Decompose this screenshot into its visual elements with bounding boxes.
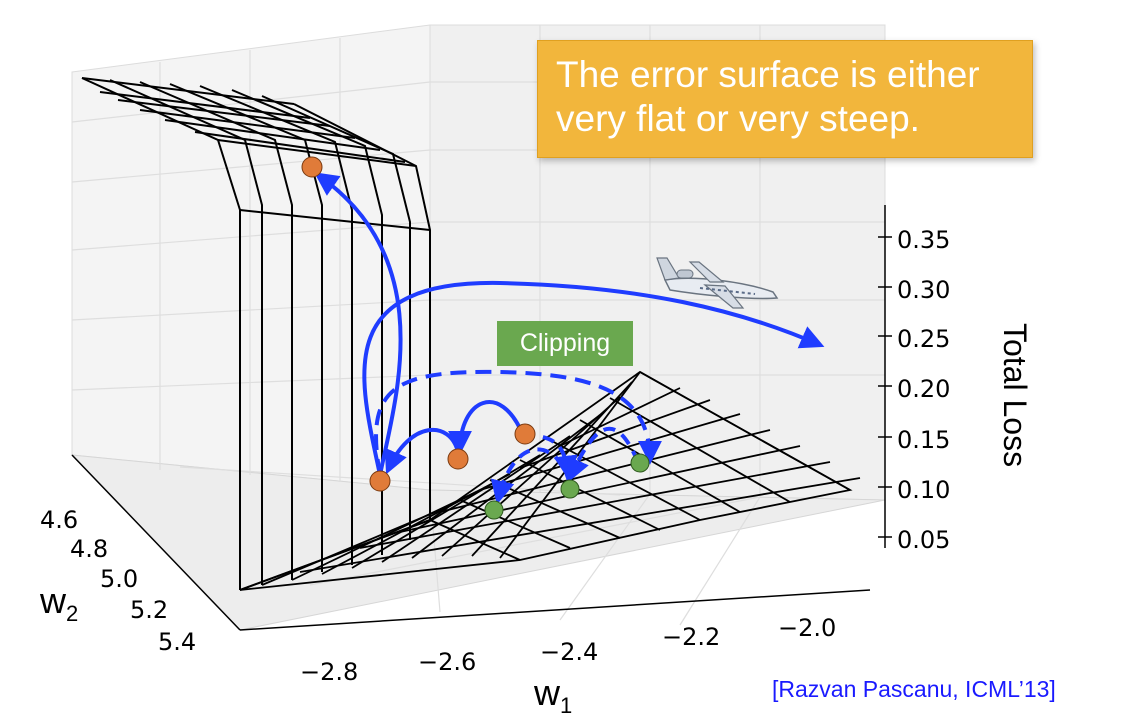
flat-surface [239, 370, 861, 591]
x-axis-label: w1 [534, 672, 572, 719]
clipping-badge: Clipping [497, 321, 633, 366]
orange-points [301, 156, 536, 492]
x-axis-label-sub: 1 [560, 693, 573, 719]
x-axis-label-main: w [534, 672, 560, 713]
airplane-icon [656, 257, 779, 309]
trajectory-arrows [314, 172, 825, 505]
z-tick-labels: 0.35 0.30 0.25 0.20 0.15 0.10 0.05 [897, 226, 950, 554]
y-axis-label-main: w [40, 580, 66, 621]
callout-line-1: The error surface is either [556, 54, 980, 95]
z-tick-marks [878, 236, 892, 538]
z-tick-label: 0.05 [897, 526, 950, 554]
y-axis-label: w2 [40, 580, 78, 627]
y-axis-label-sub: 2 [66, 601, 79, 627]
point-unclipped [369, 470, 391, 492]
x-tick-labels: −2.8 −2.6 −2.4 −2.2 −2.0 [300, 614, 836, 686]
y-tick-label: 4.8 [70, 535, 108, 563]
point-unclipped [447, 448, 469, 470]
y-tick-labels: 4.6 4.8 5.0 5.2 5.4 [40, 506, 196, 656]
z-tick-label: 0.25 [897, 325, 950, 353]
green-points [484, 453, 650, 520]
axes [71, 205, 886, 631]
y-tick-label: 4.6 [40, 506, 78, 534]
z-tick-label: 0.20 [897, 375, 950, 403]
z-tick-label: 0.10 [897, 476, 950, 504]
x-tick-label: −2.4 [540, 638, 598, 666]
callout-line-2: very flat or very steep. [556, 98, 920, 139]
z-tick-label: 0.30 [897, 276, 950, 304]
citation: [Razvan Pascanu, ICML’13] [772, 676, 1056, 702]
x-tick-label: −2.2 [662, 623, 720, 651]
point-unclipped [514, 423, 536, 445]
y-tick-label: 5.0 [100, 565, 138, 593]
point-clipped [630, 453, 650, 473]
x-tick-label: −2.8 [300, 658, 358, 686]
y-tick-label: 5.2 [130, 596, 168, 624]
point-clipped [484, 500, 504, 520]
z-axis-label: Total Loss [997, 322, 1033, 468]
y-tick-label: 5.4 [158, 628, 196, 656]
point-clipped [560, 479, 580, 499]
point-unclipped [301, 156, 323, 178]
z-tick-label: 0.15 [897, 426, 950, 454]
x-tick-label: −2.6 [418, 648, 476, 676]
insight-callout: The error surface is either very flat or… [537, 40, 1033, 158]
z-tick-label: 0.35 [897, 226, 950, 254]
x-tick-label: −2.0 [778, 614, 836, 642]
